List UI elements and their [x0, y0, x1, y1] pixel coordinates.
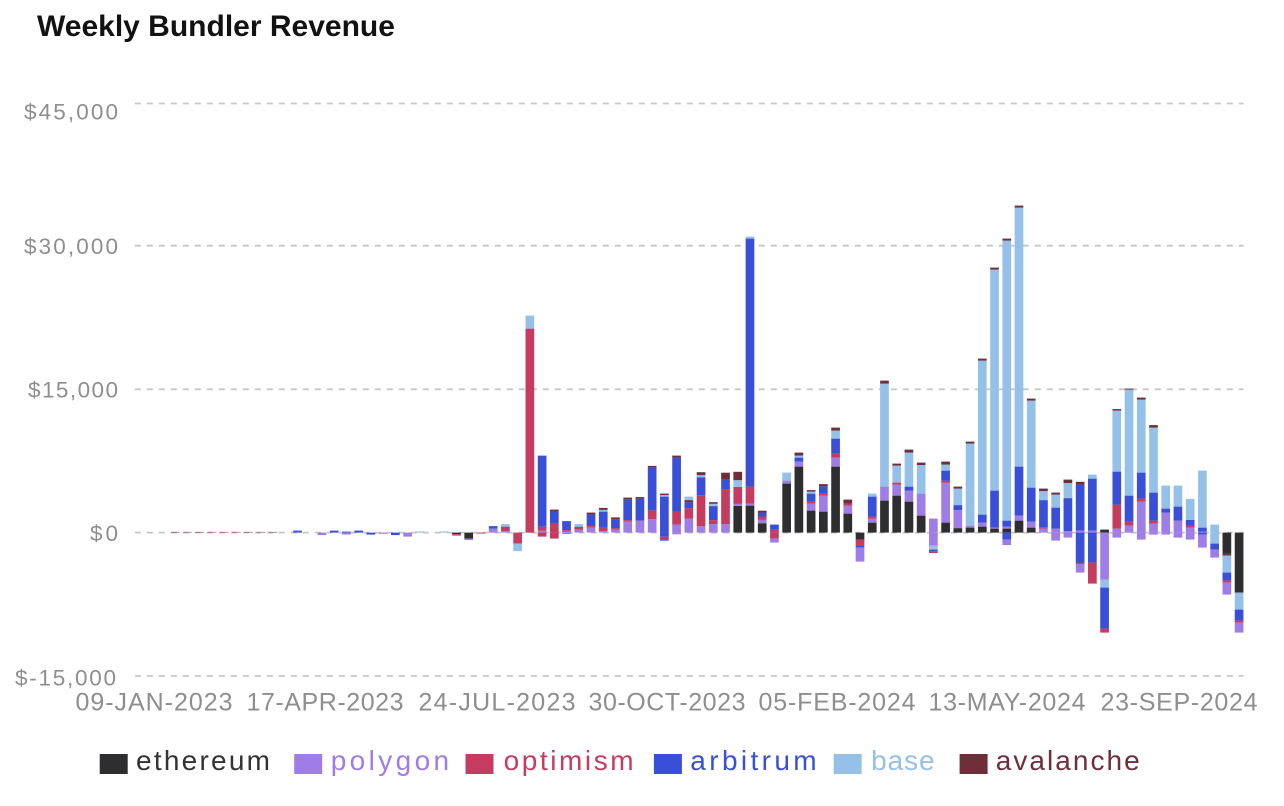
- svg-text:polygon: polygon: [331, 745, 449, 776]
- svg-text:base: base: [871, 745, 935, 776]
- svg-text:$45,000: $45,000: [24, 99, 118, 124]
- svg-text:13-MAY-2024: 13-MAY-2024: [929, 689, 1086, 717]
- svg-text:avalanche: avalanche: [996, 745, 1140, 776]
- svg-text:arbitrum: arbitrum: [690, 745, 816, 776]
- svg-text:ethereum: ethereum: [136, 745, 270, 776]
- svg-text:17-APR-2023: 17-APR-2023: [247, 689, 404, 717]
- svg-text:$0: $0: [90, 521, 118, 546]
- svg-text:$30,000: $30,000: [24, 234, 118, 259]
- svg-text:23-SEP-2024: 23-SEP-2024: [1101, 689, 1258, 717]
- svg-text:24-JUL-2023: 24-JUL-2023: [419, 689, 576, 717]
- svg-text:09-JAN-2023: 09-JAN-2023: [76, 689, 233, 717]
- svg-text:30-OCT-2023: 30-OCT-2023: [589, 689, 746, 717]
- svg-text:$15,000: $15,000: [28, 378, 118, 403]
- svg-text:$-15,000: $-15,000: [15, 665, 116, 690]
- svg-text:05-FEB-2024: 05-FEB-2024: [759, 689, 916, 717]
- svg-text:optimism: optimism: [504, 745, 634, 776]
